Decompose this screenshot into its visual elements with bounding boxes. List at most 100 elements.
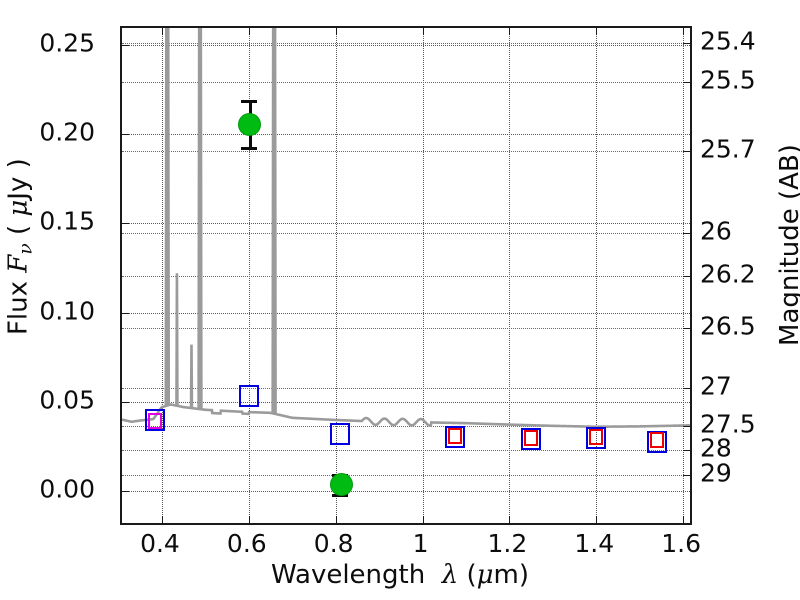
spectrum-continuum (122, 403, 690, 429)
x-axis-tick (596, 28, 598, 35)
y2-axis-tick-label: 26.5 (700, 311, 756, 341)
gridline-horizontal-magnitude (122, 450, 690, 452)
y-axis-title-prefix: Flux (3, 280, 34, 336)
gridline-horizontal-magnitude (122, 276, 690, 278)
data-point-blue-square (145, 409, 166, 432)
x-axis-tick-label: 0.4 (140, 529, 180, 558)
spectrum-emission-line (175, 273, 179, 406)
gridline-horizontal (122, 490, 690, 492)
gridline-vertical (161, 28, 163, 523)
gridline-vertical (683, 28, 685, 523)
gridline-vertical (509, 28, 511, 523)
spectrum-emission-line (272, 28, 277, 414)
x-axis-tick (161, 28, 163, 35)
x-axis-tick-label: 1.2 (487, 529, 528, 558)
x-axis-tick (509, 516, 511, 523)
x-axis-tick (335, 516, 337, 523)
y2-axis-tick (683, 388, 690, 390)
y2-axis-tick-label: 26 (700, 216, 732, 246)
error-bar-cap (240, 146, 257, 150)
y-axis-title-subscript: ν (15, 243, 37, 255)
x-axis-tick (683, 516, 685, 523)
x-axis-tick (248, 516, 250, 523)
x-axis-tick (596, 516, 598, 523)
y2-axis-tick (683, 450, 690, 452)
x-axis-tick (161, 516, 163, 523)
y-axis-tick-label: 0.15 (39, 206, 95, 236)
gridline-horizontal-magnitude (122, 388, 690, 390)
gridline-vertical (422, 28, 424, 523)
x-axis-title-text: Wavelength λ (μm) (270, 560, 530, 590)
data-point-blue-square (330, 422, 351, 445)
y2-axis-tick-label: 25.4 (700, 26, 756, 56)
gridline-horizontal-magnitude (122, 82, 690, 84)
data-point-red-square (524, 430, 539, 447)
gridline-horizontal (122, 312, 690, 314)
y-axis-tick (122, 490, 129, 492)
y2-axis-tick (683, 474, 690, 476)
data-point-green-circle (329, 473, 353, 497)
x-axis-tick-label: 0.8 (313, 529, 354, 558)
y-axis-tick-label: 0.00 (39, 474, 95, 504)
y2-axis-tick-label: 27.5 (700, 409, 756, 439)
y2-axis-tick-label: 28 (700, 433, 732, 463)
spectrum-emission-line (189, 344, 194, 409)
y2-axis-tick-label: 25.5 (700, 65, 756, 95)
gridline-horizontal-magnitude (122, 151, 690, 153)
data-point-red-square (650, 432, 665, 449)
error-bar-cap (240, 100, 257, 104)
spectrum-emission-line (198, 28, 203, 410)
y2-axis-tick-label: 26.2 (700, 259, 756, 289)
x-axis-tick-label: 1.6 (661, 529, 702, 558)
gridline-vertical (248, 28, 250, 523)
y-axis-tick (122, 312, 129, 314)
data-point-blue-square (647, 430, 668, 453)
gridline-horizontal-magnitude (122, 328, 690, 330)
gridline-horizontal (122, 223, 690, 225)
y-axis-title: Flux Fν ( μJy ) (3, 0, 36, 497)
x-axis-title: Wavelength λ (μm) (0, 560, 800, 590)
y-axis-title-symbol: F (3, 254, 34, 273)
data-point-blue-square (586, 427, 607, 450)
y2-axis-tick (683, 276, 690, 278)
model-spectrum-curve (122, 28, 690, 429)
x-axis-tick-label: 1 (412, 529, 429, 558)
plot-area (120, 26, 692, 525)
x-axis-tick (248, 28, 250, 35)
y2-axis-tick-label: 27 (700, 371, 732, 401)
y2-axis-tick-label: 25.7 (700, 134, 756, 164)
y2-axis-tick-label: 29 (700, 458, 732, 488)
y-axis-tick (122, 401, 129, 403)
spectrum-emission-line (166, 28, 171, 406)
y2-axis-tick (683, 42, 690, 44)
plot-canvas (122, 28, 690, 523)
gridline-horizontal-magnitude (122, 42, 690, 44)
y2-axis-tick (683, 328, 690, 330)
y2-axis-tick (683, 233, 690, 235)
gridline-vertical (335, 28, 337, 523)
gridline-horizontal-magnitude (122, 474, 690, 476)
gridline-horizontal (122, 44, 690, 46)
gridline-horizontal-magnitude (122, 233, 690, 235)
x-axis-tick (422, 28, 424, 35)
y2-axis-tick (683, 82, 690, 84)
gridline-horizontal (122, 134, 690, 136)
x-axis-tick (422, 516, 424, 523)
data-point-green-circle (238, 112, 262, 136)
data-point-red-square (448, 427, 463, 444)
y-axis-tick-label: 0.20 (39, 117, 95, 147)
y-axis-tick (122, 44, 129, 46)
x-axis-tick-label: 1.4 (574, 529, 615, 558)
gridline-horizontal-magnitude (122, 426, 690, 428)
y-axis-title-unit: ( μJy ) (3, 158, 34, 236)
data-point-blue-square (521, 428, 542, 451)
data-point-blue-square (238, 384, 259, 407)
x-axis-tick (335, 28, 337, 35)
y-axis-tick-label: 0.25 (39, 28, 95, 58)
y-axis-tick (122, 134, 129, 136)
y-axis-tick-label: 0.05 (39, 385, 95, 415)
y-axis-tick (122, 223, 129, 225)
y-axis-tick-label: 0.10 (39, 296, 95, 326)
gridline-vertical (596, 28, 598, 523)
